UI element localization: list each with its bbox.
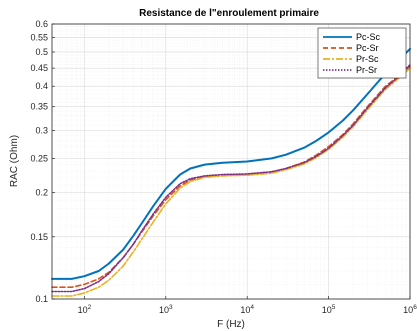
y-tick-label: 0.35 xyxy=(30,102,48,112)
series-line-pr-sc xyxy=(51,67,411,297)
y-tick-label: 0.15 xyxy=(30,232,48,242)
series-line-pc-sc xyxy=(51,47,411,280)
x-tick-label: 106 xyxy=(403,304,417,315)
series-line-pr-sr xyxy=(51,64,411,293)
x-tick-label: 103 xyxy=(159,304,173,315)
plot-frame xyxy=(51,23,411,300)
y-tick-label: 0.4 xyxy=(35,81,48,91)
legend-label-pr-sc: Pr-Sc xyxy=(356,54,379,64)
y-tick-label: 0.25 xyxy=(30,153,48,163)
y-tick-label: 0.2 xyxy=(35,188,48,198)
legend-label-pc-sc: Pc-Sc xyxy=(356,32,381,42)
legend-label-pr-sr: Pr-Sr xyxy=(356,65,377,75)
chart-title: Resistance de l"enroulement primaire xyxy=(139,8,319,19)
legend-label-pc-sr: Pc-Sr xyxy=(356,43,379,53)
x-axis-label: F (Hz) xyxy=(217,319,245,330)
y-tick-label: 0.5 xyxy=(35,47,48,57)
y-axis-ticks: 0.1 0.15 0.2 0.25 0.3 0.35 0.4 0.45 0.5 0.55 0.6 xyxy=(30,19,55,304)
series-group xyxy=(51,47,411,297)
x-axis-ticks: 102 103 104 105 106 xyxy=(78,296,417,315)
y-tick-label: 0.6 xyxy=(35,19,48,29)
x-tick-label: 102 xyxy=(78,304,92,315)
x-tick-label: 105 xyxy=(322,304,336,315)
y-tick-label: 0.3 xyxy=(35,125,48,135)
y-tick-label: 0.45 xyxy=(30,63,48,73)
x-tick-label: 104 xyxy=(240,304,254,315)
y-tick-label: 0.1 xyxy=(35,294,48,304)
y-axis-label: RAC (Ohm) xyxy=(9,135,20,187)
y-tick-label: 0.55 xyxy=(30,32,48,42)
